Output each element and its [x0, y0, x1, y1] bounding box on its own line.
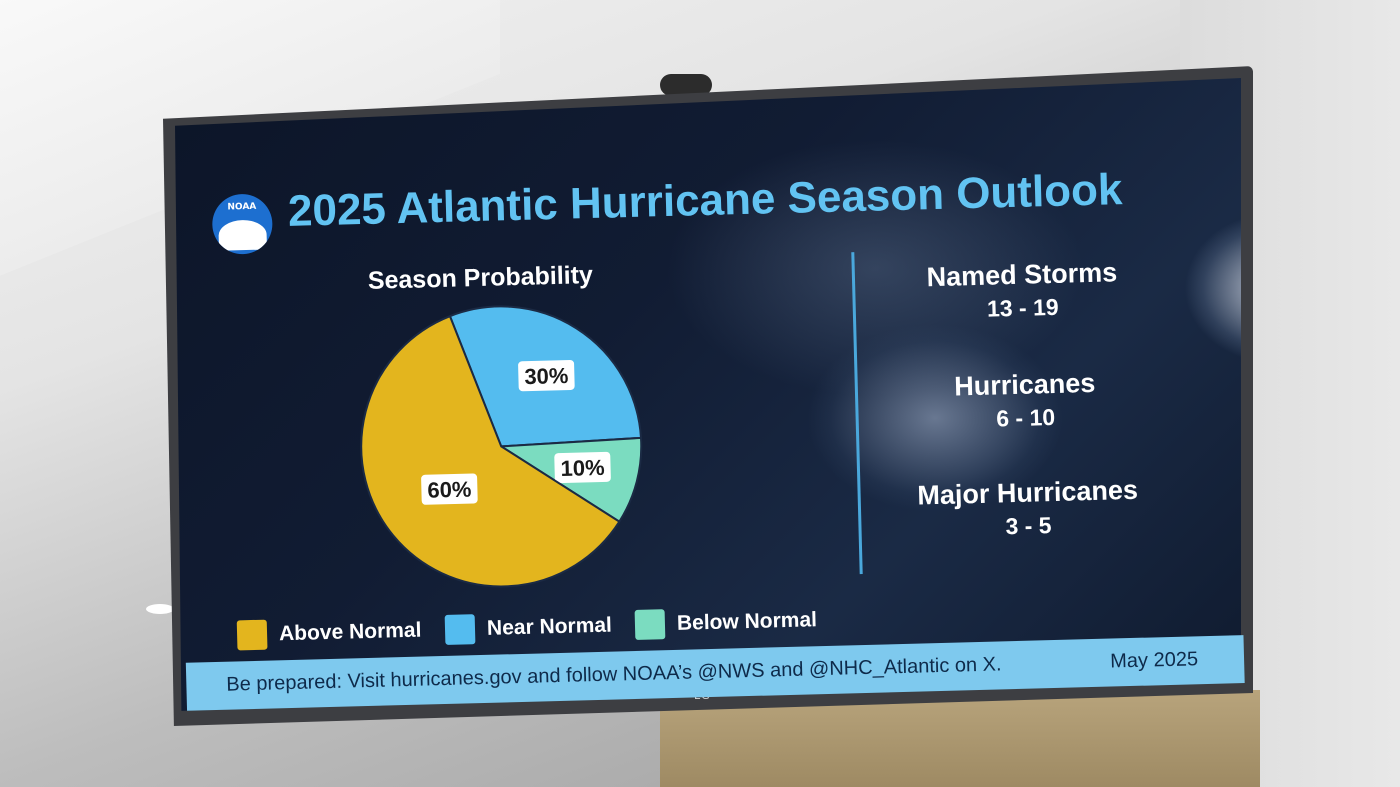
stat-major-hurricanes: Major Hurricanes 3 - 5 [897, 474, 1159, 543]
pie-slice-above-normal [360, 314, 621, 588]
stat-value: 3 - 5 [1005, 512, 1052, 540]
legend-swatch-near-normal [444, 614, 476, 645]
legend-label-near-normal: Near Normal [486, 613, 613, 640]
probability-pie-chart: 30% 10% 60% [360, 305, 643, 588]
ceiling-light [146, 604, 174, 614]
legend-swatch-below-normal [634, 609, 666, 640]
stat-hurricanes: Hurricanes 6 - 10 [894, 366, 1156, 435]
pie-label-box [554, 451, 611, 484]
legend-label-below-normal: Below Normal [676, 608, 818, 635]
pie-label-near-normal: 30% [518, 359, 575, 392]
legend-item-near-normal: Near Normal [444, 609, 613, 647]
stat-label: Named Storms [926, 257, 1118, 293]
tv-screen [175, 78, 1241, 711]
noaa-bird-icon [218, 219, 268, 251]
legend-item-below-normal: Below Normal [634, 603, 818, 642]
pie-label-text: 60% [427, 477, 472, 503]
legend-item-above-normal: Above Normal [236, 614, 422, 653]
section-divider [851, 252, 863, 575]
pie-label-box [421, 473, 478, 505]
pie-label-text: 30% [524, 363, 569, 389]
pie-label-text: 10% [560, 455, 605, 481]
stat-value: 13 - 19 [986, 293, 1059, 322]
slide-title: 2025 Atlantic Hurricane Season Outlook [287, 165, 1124, 236]
pie-label-box [518, 359, 575, 392]
pie-label-below-normal: 10% [554, 451, 611, 484]
stat-value: 6 - 10 [995, 403, 1056, 432]
noaa-logo-text: NOAA [227, 201, 257, 213]
stat-named-storms: Named Storms 13 - 19 [892, 256, 1154, 325]
outlook-slide: NOAA 2025 Atlantic Hurricane Season Outl… [167, 64, 1249, 728]
stat-label: Hurricanes [953, 367, 1096, 402]
footer-date: May 2025 [1109, 648, 1199, 673]
noaa-logo: NOAA [211, 193, 274, 255]
chart-title: Season Probability [367, 260, 594, 295]
legend-label-above-normal: Above Normal [278, 618, 422, 646]
legend-swatch-above-normal [236, 619, 268, 651]
footer-message: Be prepared: Visit hurricanes.gov and fo… [226, 653, 1002, 696]
tv-mount [660, 74, 712, 96]
stat-label: Major Hurricanes [916, 474, 1139, 511]
pie-label-above-normal: 60% [421, 473, 478, 505]
